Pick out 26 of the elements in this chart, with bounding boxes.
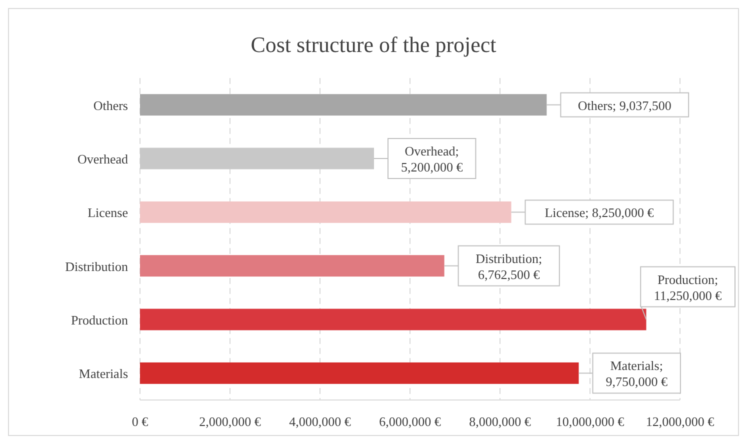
y-tick-label: Materials xyxy=(78,366,128,382)
y-tick-label: Others xyxy=(93,98,128,113)
data-label: Overhead; 5,200,000 € xyxy=(400,144,464,174)
y-tick-label: License xyxy=(88,205,128,220)
bar xyxy=(140,255,444,277)
x-tick-label: 6,000,000 € xyxy=(379,414,442,429)
chart-title: Cost structure of the project xyxy=(250,32,496,57)
y-tick-label: Overhead xyxy=(77,152,128,166)
bar xyxy=(140,94,547,116)
data-label: License; 8,250,000 € xyxy=(544,205,654,220)
bar xyxy=(140,308,646,330)
data-label: Distribution; 6,762,500 € xyxy=(476,250,542,282)
x-tick-label: 0 € xyxy=(132,414,149,429)
y-tick-label: Distribution xyxy=(65,258,128,274)
y-tick-label: Production xyxy=(70,312,128,328)
x-tick-label: 4,000,000 € xyxy=(289,414,352,429)
x-tick-label: 12,000,000 € xyxy=(646,414,715,429)
data-label: Materials; 9,750,000 € xyxy=(606,358,668,390)
data-label: Production; 11,250,000 € xyxy=(654,272,722,303)
x-tick-label: 2,000,000 € xyxy=(199,414,262,429)
data-label: Others; 9,037,500 xyxy=(578,98,672,113)
x-tick-label: 8,000,000 € xyxy=(469,414,532,429)
bar xyxy=(140,148,374,170)
bar xyxy=(140,362,579,384)
x-tick-label: 10,000,000 € xyxy=(556,414,625,429)
bar xyxy=(140,201,512,223)
